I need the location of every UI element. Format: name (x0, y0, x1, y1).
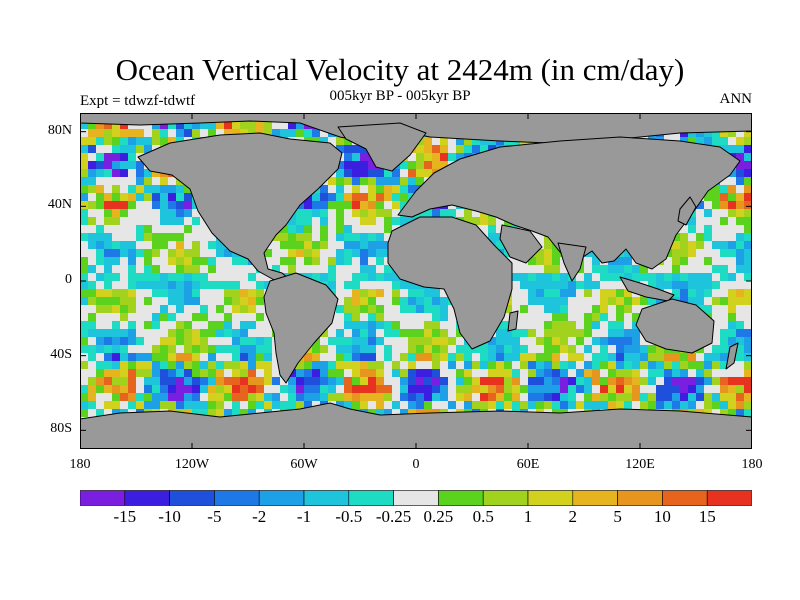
colorbar-label: -5 (207, 507, 222, 526)
season-label: ANN (719, 91, 753, 107)
colorbar-label: 0.5 (472, 507, 494, 526)
indonesia-land (619, 276, 675, 302)
colorbar-box (393, 490, 439, 506)
antarctica-land (80, 402, 752, 449)
colorbar-label: 0.25 (423, 507, 454, 526)
colorbar-box (572, 490, 618, 506)
map-plot (80, 113, 752, 449)
africa-land (387, 216, 513, 350)
colorbar (80, 490, 752, 506)
chart-subtitle: 005kyr BP - 005kyr BP (329, 88, 471, 104)
colorbar-box (348, 490, 394, 506)
south-america-land (263, 272, 339, 384)
new-zealand-land (725, 342, 739, 370)
colorbar-label: 5 (613, 507, 622, 526)
colorbar-box (617, 490, 663, 506)
lat-ticks (80, 131, 752, 431)
colorbar-label: -0.25 (375, 507, 412, 526)
colorbar-box (124, 490, 170, 506)
colorbar-box (482, 490, 529, 506)
lon-label: 120W (174, 457, 210, 472)
lon-label: 180 (741, 457, 763, 472)
chart-title: Ocean Vertical Velocity at 2424m (in cm/… (115, 52, 685, 87)
lat-label: 80N (47, 122, 72, 138)
lon-ticks (80, 113, 752, 449)
colorbar-label: -10 (158, 507, 181, 526)
colorbar-label: -0.5 (335, 507, 363, 526)
greenland-land (337, 122, 427, 172)
colorbar-box (258, 490, 305, 506)
colorbar-box (80, 490, 126, 506)
lon-label: 120E (625, 457, 655, 472)
arabia-land (499, 224, 543, 264)
colorbar-box (303, 490, 350, 506)
colorbar-box (438, 490, 484, 506)
colorbar-label: 1 (523, 507, 533, 526)
colorbar-label: -1 (296, 507, 312, 526)
lat-label: 40S (50, 346, 72, 362)
australia-land (635, 298, 715, 354)
colorbar-label: -2 (252, 507, 267, 526)
madagascar-land (507, 310, 519, 332)
colorbar-box (662, 490, 708, 506)
colorbar-label: -15 (113, 507, 137, 526)
lat-label: 80S (50, 421, 72, 437)
colorbar-label: 15 (698, 507, 716, 526)
colorbar-box (706, 490, 752, 506)
north-america-land (137, 132, 343, 284)
lon-label: 180 (69, 457, 91, 472)
colorbar-label: 2 (568, 507, 578, 526)
experiment-label: Expt = tdwzf-tdwtf (80, 93, 196, 109)
lat-label: 0 (65, 272, 72, 287)
lat-label: 40N (47, 197, 72, 213)
lon-label: 60E (516, 457, 540, 472)
japan-land (677, 196, 697, 226)
eurasia-land (397, 136, 741, 270)
india-land (557, 242, 587, 282)
land-masses (80, 113, 752, 449)
colorbar-box (169, 490, 215, 506)
colorbar-box (214, 490, 260, 506)
lon-label: 60W (290, 457, 318, 472)
colorbar-box (527, 490, 574, 506)
colorbar-label: 10 (653, 507, 671, 526)
lon-label: 0 (412, 457, 420, 472)
